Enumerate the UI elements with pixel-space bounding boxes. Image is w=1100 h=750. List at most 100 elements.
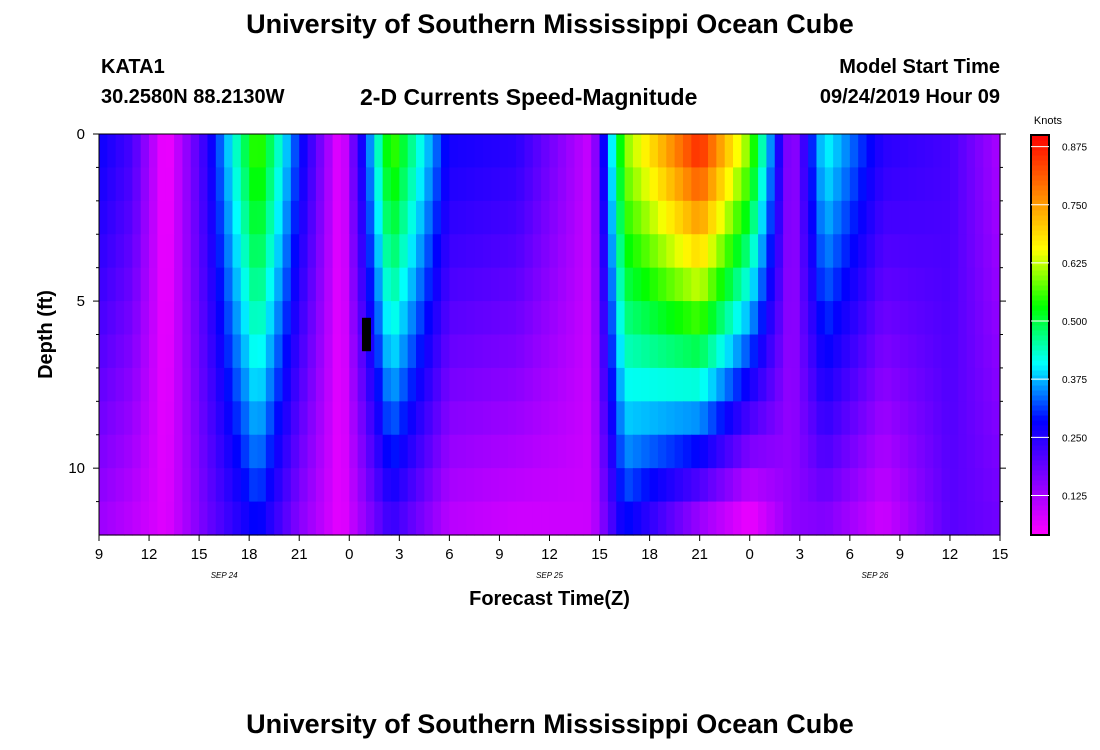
colorbar-swatch [1031,145,1049,151]
heatmap-cell [774,267,784,302]
heatmap-cell [390,167,400,202]
heatmap-cell [691,234,701,269]
heatmap-cell [357,468,367,503]
heatmap-cell [257,200,267,235]
heatmap-cell [265,468,275,503]
heatmap-cell [883,301,893,336]
heatmap-cell [733,200,742,235]
heatmap-cell [140,234,150,269]
heatmap-cell [390,200,400,235]
heatmap-cell [741,134,751,169]
heatmap-cell [841,134,851,169]
heatmap-cell [666,367,676,402]
colorbar-swatch [1031,455,1049,461]
heatmap-cell [716,301,726,336]
heatmap-cell [974,501,984,536]
page-title-bottom: University of Southern Mississippi Ocean… [246,709,854,739]
heatmap-cell [424,367,434,402]
heatmap-cell [365,468,375,503]
heatmap-cell [457,501,467,536]
heatmap-cell [124,167,133,202]
colorbar-swatch [1031,405,1049,411]
heatmap-cell [282,267,292,302]
heatmap-cell [632,200,642,235]
heatmap-cell [899,301,909,336]
heatmap-cell [124,267,133,302]
heatmap-cell [666,234,676,269]
station-coordinates: 30.2580N 88.2130W [101,86,285,108]
heatmap-cell [791,301,801,336]
heatmap-cell [532,334,542,369]
heatmap-cell [207,200,217,235]
colorbar-frame [1030,134,1050,536]
heatmap-cell [674,501,684,536]
heatmap-cell [474,367,484,402]
heatmap-cell [708,468,717,503]
heatmap-cell [674,167,684,202]
heatmap-cell [958,401,968,436]
heatmap-cell [958,167,968,202]
chart-subtitle: 2-D Currents Speed-Magnitude [360,84,698,110]
heatmap-cell [733,468,742,503]
heatmap-cell [449,367,459,402]
heatmap-cell [466,367,476,402]
heatmap-cell [290,267,300,302]
heatmap-cell [591,334,601,369]
heatmap-cell [274,267,284,302]
heatmap-cell [199,301,209,336]
heatmap-cell [257,501,267,536]
heatmap-cell [774,434,784,469]
heatmap-cell [607,167,617,202]
heatmap-cell [749,501,759,536]
x-tick-label: 3 [395,546,403,563]
x-tick-label: 3 [796,546,804,563]
heatmap-cell [399,501,409,536]
heatmap-cell [691,267,701,302]
heatmap-cell [257,334,267,369]
heatmap-cell [691,200,701,235]
heatmap-cell [432,301,442,336]
heatmap-cell [841,167,851,202]
colorbar-swatch [1031,185,1049,191]
heatmap-cell [499,334,509,369]
heatmap-cell [99,367,108,402]
heatmap-cell [407,167,417,202]
heatmap-cell [541,134,551,169]
heatmap-cell [641,200,651,235]
heatmap-cell [933,501,943,536]
heatmap-cell [849,200,859,235]
heatmap-cell [582,267,592,302]
heatmap-cell [741,267,751,302]
heatmap-cell [357,134,367,169]
heatmap-cell [324,134,334,169]
heatmap-cell [482,367,492,402]
heatmap-cell [908,401,918,436]
heatmap-cell [199,501,209,536]
heatmap-cell [649,468,659,503]
heatmap-cell [783,301,793,336]
heatmap-cell [290,501,300,536]
heatmap-cell [799,301,809,336]
x-tick-label: 9 [95,546,103,563]
heatmap-cell [891,401,901,436]
heatmap-cell [274,468,284,503]
heatmap-cell [140,134,150,169]
heatmap-cell [399,301,409,336]
heatmap-cell [916,468,926,503]
heatmap-cell [566,301,576,336]
heatmap-cell [115,367,125,402]
heatmap-cell [124,234,133,269]
colorbar-swatch [1031,425,1049,431]
heatmap-cell [224,267,234,302]
heatmap-cell [849,401,859,436]
heatmap-cell [215,401,225,436]
heatmap-cell [691,501,701,536]
heatmap-cell [916,367,926,402]
heatmap-cell [516,501,526,536]
heatmap-cell [240,167,250,202]
heatmap-cell [632,501,642,536]
heatmap-cell [966,134,976,169]
heatmap-cell [716,167,726,202]
heatmap-cell [299,234,309,269]
